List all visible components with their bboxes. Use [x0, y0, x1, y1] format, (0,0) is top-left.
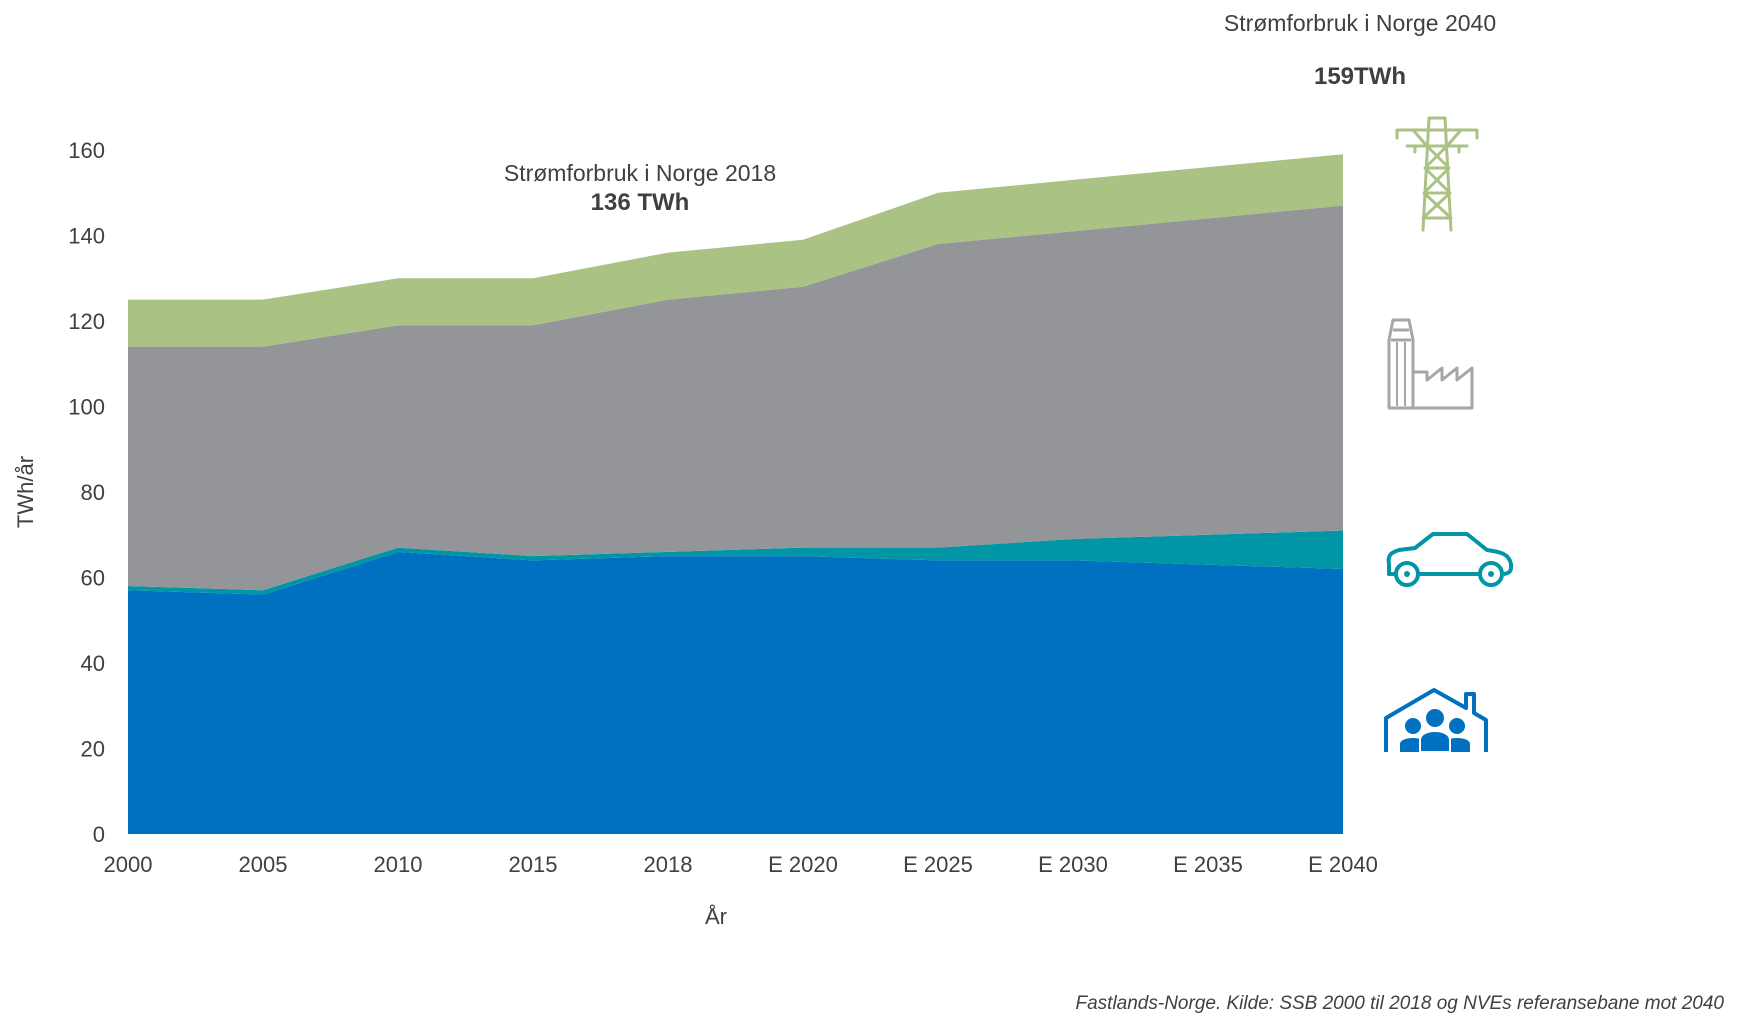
y-tick-label: 0: [93, 822, 105, 847]
factory-icon: [1387, 318, 1474, 410]
area-house-family-icon: [128, 551, 1343, 834]
source-note: Fastlands-Norge. Kilde: SSB 2000 til 201…: [1075, 993, 1725, 1014]
y-tick-label: 80: [81, 480, 105, 505]
y-tick-label: 20: [81, 737, 105, 762]
x-tick-label: E 2040: [1308, 852, 1378, 877]
x-tick-label: E 2020: [768, 852, 838, 877]
x-tick-label: 2015: [509, 852, 558, 877]
x-tick-label: E 2030: [1038, 852, 1108, 877]
y-axis-label: TWh/år: [13, 456, 38, 528]
annotation-2040-title: Strømforbruk i Norge 2040: [1223, 10, 1497, 36]
y-tick-label: 120: [68, 309, 105, 334]
x-tick-label: 2000: [104, 852, 153, 877]
y-tick-label: 40: [81, 651, 105, 676]
car-icon: [1386, 532, 1513, 587]
annotation-2018-value: 136 TWh: [590, 189, 690, 216]
annotation-2040-value: 159TWh: [1313, 63, 1406, 90]
x-tick-label: 2005: [239, 852, 288, 877]
area-factory-icon: [128, 205, 1343, 591]
x-tick-label: E 2035: [1173, 852, 1243, 877]
y-tick-label: 100: [68, 395, 105, 420]
y-tick-label: 160: [68, 138, 105, 163]
annotation-2040: Strømforbruk i Norge 2040 159TWh: [1190, 10, 1530, 91]
area-car-icon: [128, 530, 1343, 595]
x-tick-label: 2018: [644, 852, 693, 877]
annotation-2018: Strømforbruk i Norge 2018 136 TWh: [480, 160, 800, 217]
house-family-icon: [1384, 688, 1488, 753]
power-pylon-icon: [1395, 116, 1479, 232]
y-tick-label: 60: [81, 566, 105, 591]
y-tick-label: 140: [68, 224, 105, 249]
x-axis-label: År: [705, 904, 727, 929]
area-power-pylon-icon: [128, 154, 1343, 347]
x-tick-label: E 2025: [903, 852, 973, 877]
annotation-2018-title: Strømforbruk i Norge 2018: [503, 160, 777, 186]
x-tick-label: 2010: [374, 852, 423, 877]
